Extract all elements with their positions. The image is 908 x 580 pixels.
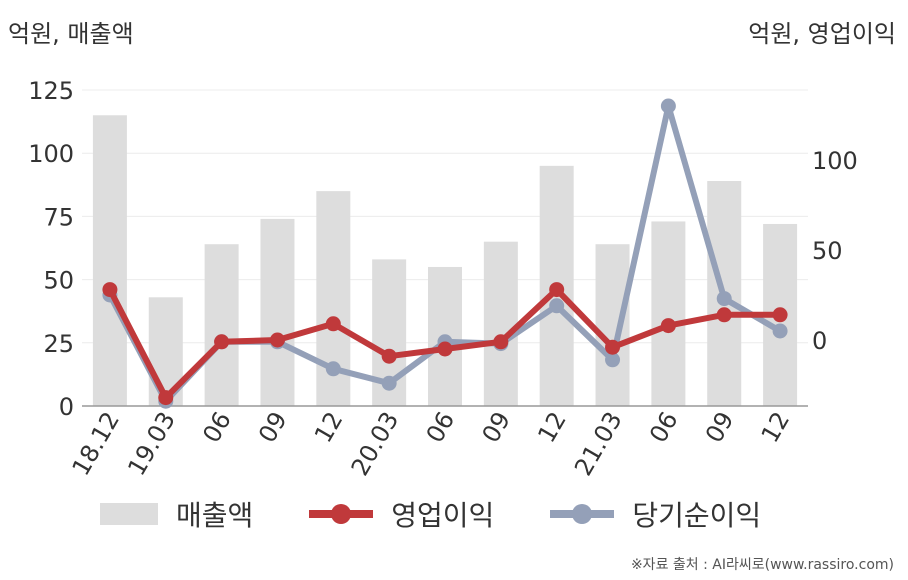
legend: 매출액 영업이익 당기순이익 [100, 494, 817, 534]
legend-swatch-operating-profit [309, 502, 374, 526]
legend-label-operating-profit: 영업이익 [391, 499, 495, 532]
point-operating-profit [102, 282, 118, 298]
left-tick-label: 50 [43, 267, 74, 295]
point-net-income [716, 291, 732, 307]
legend-item-net-income: 당기순이익 [550, 494, 761, 534]
point-operating-profit [660, 318, 676, 334]
bar [651, 221, 686, 406]
point-operating-profit [158, 390, 174, 406]
x-tick-label: 12 [309, 407, 349, 447]
bar [92, 115, 127, 406]
left-tick-label: 100 [28, 140, 74, 168]
right-tick-label: 0 [812, 327, 827, 355]
right-tick-label: 100 [812, 147, 858, 175]
x-tick-label: 09 [477, 407, 517, 447]
x-tick-label: 09 [253, 407, 293, 447]
x-tick-label: 21.03 [569, 407, 628, 480]
point-net-income [325, 361, 341, 377]
right-axis-title: 억원, 영업이익 [748, 20, 896, 48]
bar [483, 241, 518, 406]
legend-item-operating-profit: 영업이익 [309, 494, 494, 534]
left-tick-label: 0 [59, 393, 74, 421]
point-operating-profit [269, 332, 285, 348]
point-net-income [605, 352, 621, 368]
x-tick-label: 19.03 [122, 407, 181, 480]
bar [204, 244, 239, 406]
point-net-income [772, 323, 788, 339]
point-operating-profit [381, 348, 397, 364]
x-tick-label: 12 [756, 407, 796, 447]
point-operating-profit [214, 334, 230, 350]
x-tick-label: 20.03 [346, 407, 405, 480]
x-tick-label: 09 [700, 407, 740, 447]
legend-label-revenue: 매출액 [176, 499, 254, 532]
left-tick-label: 75 [43, 203, 74, 231]
point-net-income [660, 98, 676, 114]
left-tick-label: 125 [28, 77, 74, 105]
left-axis-title: 억원, 매출액 [8, 20, 134, 48]
point-operating-profit [605, 339, 621, 355]
x-tick-label: 06 [421, 407, 461, 447]
point-net-income [549, 298, 565, 314]
bar [260, 218, 295, 406]
point-operating-profit [772, 307, 788, 323]
legend-item-revenue: 매출액 [100, 494, 253, 534]
x-tick-label: 06 [644, 407, 684, 447]
point-operating-profit [493, 334, 509, 350]
left-tick-label: 25 [43, 330, 74, 358]
x-tick-label: 18.12 [67, 407, 126, 480]
source-credit: ※자료 출처 : AI라씨로(www.rassiro.com) [630, 557, 894, 573]
point-operating-profit [549, 282, 565, 298]
point-operating-profit [325, 316, 341, 332]
legend-label-net-income: 당기순이익 [632, 499, 762, 532]
right-tick-label: 50 [812, 237, 843, 265]
point-operating-profit [437, 341, 453, 357]
legend-swatch-net-income [550, 502, 615, 526]
x-tick-label: 06 [197, 407, 237, 447]
x-tick-label: 12 [532, 407, 572, 447]
legend-swatch-revenue [100, 503, 158, 525]
point-operating-profit [716, 307, 732, 323]
point-net-income [381, 375, 397, 391]
bar [595, 244, 630, 406]
